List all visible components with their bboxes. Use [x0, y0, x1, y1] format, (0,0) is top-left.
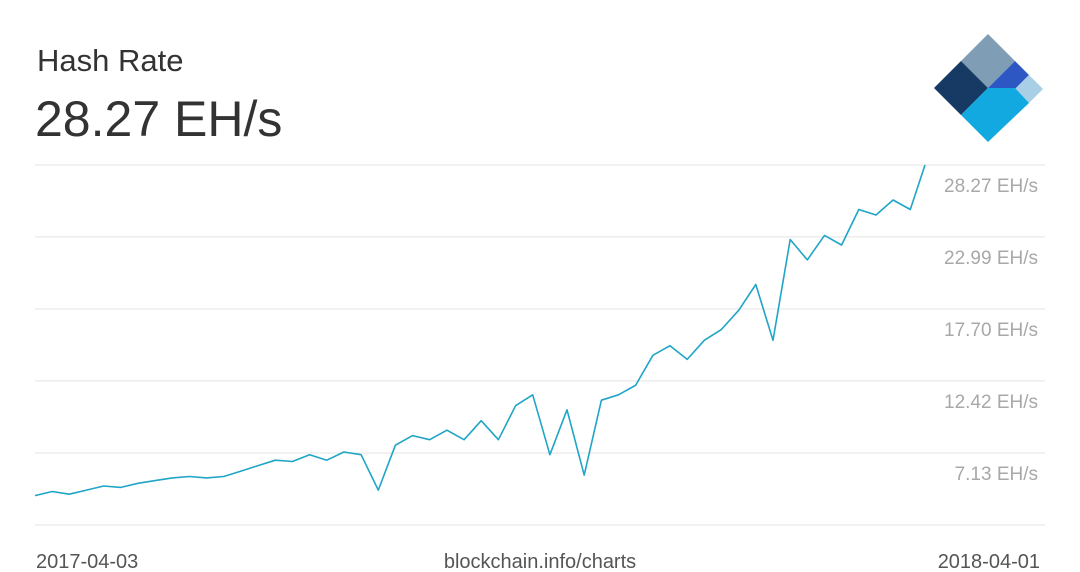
x-start-label: 2017-04-03: [36, 551, 138, 572]
y-tick-label: 17.70 EH/s: [944, 320, 1038, 341]
current-value: 28.27 EH/s: [35, 91, 282, 147]
data-line: [34, 164, 926, 497]
logo: [934, 34, 1043, 142]
x-end-label: 2018-04-01: [938, 551, 1040, 572]
y-tick-label: 7.13 EH/s: [955, 464, 1038, 485]
chart-title: Hash Rate: [37, 43, 183, 78]
source: blockchain.info/charts: [444, 551, 636, 572]
y-tick-label: 28.27 EH/s: [944, 176, 1038, 197]
logo-part: [961, 88, 1029, 142]
y-tick-label: 22.99 EH/s: [944, 248, 1038, 269]
y-tick-label: 12.42 EH/s: [944, 392, 1038, 413]
